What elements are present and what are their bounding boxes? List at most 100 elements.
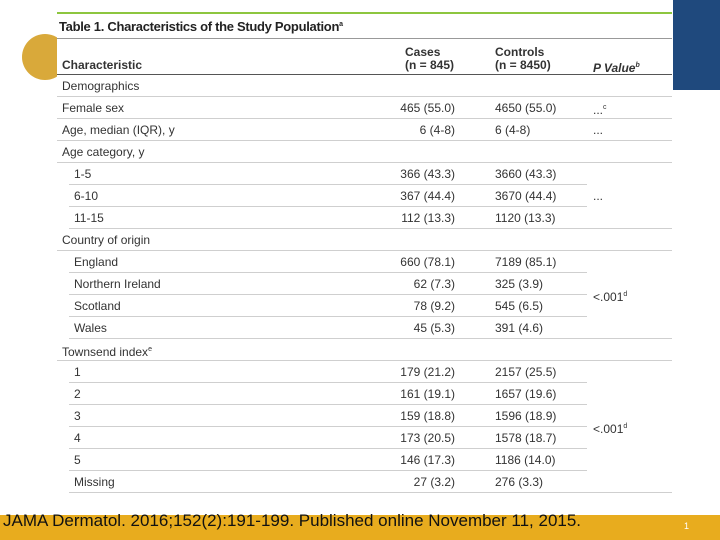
footer-bar — [0, 515, 720, 540]
group-p-value: ... — [593, 185, 603, 207]
row-rule — [69, 228, 672, 229]
controls-value: 1657 (19.6) — [495, 387, 557, 401]
p-note: c — [603, 104, 607, 111]
cases-value: 78 (9.2) — [413, 299, 455, 313]
row-label: 2 — [74, 387, 81, 401]
section-heading: Country of origin — [62, 229, 150, 251]
row-rule — [57, 140, 672, 141]
p-value: ...c — [593, 97, 607, 119]
p-text: ... — [593, 189, 604, 203]
cases-value: 27 (3.2) — [413, 475, 455, 489]
column-header: Cases (n = 845) — [405, 46, 454, 72]
cases-value: 45 (5.3) — [413, 321, 455, 335]
column-label: Characteristic — [62, 58, 143, 72]
p-value: ... — [593, 119, 603, 141]
column-note: b — [635, 62, 640, 69]
controls-value: 3670 (44.4) — [495, 189, 557, 203]
row-rule — [69, 184, 587, 185]
controls-value: 391 (4.6) — [495, 321, 544, 335]
p-text: <.001 — [593, 422, 624, 436]
page-number: 1 — [684, 521, 690, 531]
row-label: England — [74, 255, 119, 269]
column-header: Characteristic — [62, 59, 142, 72]
row-rule — [69, 426, 587, 427]
row-rule — [69, 338, 672, 339]
section-heading: Townsend indexe — [62, 339, 152, 361]
p-text: <.001 — [593, 290, 624, 304]
controls-value: 6 (4-8) — [495, 123, 531, 137]
row-rule — [57, 360, 672, 361]
row-rule — [69, 404, 587, 405]
p-note: d — [623, 423, 628, 430]
header-rule — [57, 74, 672, 75]
row-label: 4 — [74, 431, 81, 445]
controls-value: 276 (3.3) — [495, 475, 544, 489]
column-sub: (n = 845) — [405, 58, 455, 72]
row-rule — [69, 382, 587, 383]
row-label: 1-5 — [74, 167, 92, 181]
row-rule — [69, 492, 672, 493]
row-rule — [57, 250, 672, 251]
column-sub: (n = 8450) — [495, 58, 551, 72]
cases-value: 62 (7.3) — [413, 277, 455, 291]
top-rule — [57, 12, 672, 14]
row-rule — [69, 294, 587, 295]
controls-value: 1120 (13.3) — [495, 211, 556, 225]
row-label: 1 — [74, 365, 81, 379]
row-rule — [69, 206, 587, 207]
controls-value: 4650 (55.0) — [495, 101, 557, 115]
row-rule — [57, 96, 672, 97]
controls-value: 325 (3.9) — [495, 277, 544, 291]
row-rule — [57, 162, 672, 163]
cases-value: 173 (20.5) — [400, 431, 455, 445]
table-title: Table 1. Characteristics of the Study Po… — [59, 19, 343, 34]
row-label: 11-15 — [74, 211, 104, 225]
row-label: Scotland — [74, 299, 121, 313]
p-note: d — [623, 291, 628, 298]
cases-value: 146 (17.3) — [400, 453, 455, 467]
controls-value: 1596 (18.9) — [495, 409, 557, 423]
cases-value: 465 (55.0) — [400, 101, 455, 115]
row-rule — [69, 316, 587, 317]
group-p-value: <.001d — [593, 284, 627, 306]
title-note: a — [339, 21, 343, 28]
heading-text: Age category, y — [62, 145, 145, 159]
column-label: Controls — [495, 45, 545, 59]
blue-block — [673, 0, 720, 90]
row-label: Wales — [74, 321, 107, 335]
controls-value: 2157 (25.5) — [495, 365, 557, 379]
row-rule — [69, 470, 587, 471]
cases-value: 179 (21.2) — [400, 365, 455, 379]
column-label: Cases — [405, 45, 441, 59]
column-header: Controls (n = 8450) — [495, 46, 551, 72]
heading-note: e — [148, 346, 152, 353]
cases-value: 112 (13.3) — [401, 211, 455, 225]
table: Table 1. Characteristics of the Study Po… — [57, 10, 672, 497]
row-label: 3 — [74, 409, 81, 423]
p-text: ... — [593, 123, 604, 137]
controls-value: 3660 (43.3) — [495, 167, 557, 181]
cases-value: 660 (78.1) — [400, 255, 455, 269]
controls-value: 1578 (18.7) — [495, 431, 557, 445]
row-label: Age, median (IQR), y — [62, 123, 175, 137]
controls-value: 7189 (85.1) — [495, 255, 557, 269]
section-heading: Age category, y — [62, 141, 145, 163]
cases-value: 159 (18.8) — [400, 409, 455, 423]
row-rule — [57, 118, 672, 119]
row-rule — [69, 448, 587, 449]
column-header: P Valueb — [593, 59, 640, 75]
controls-value: 1186 (14.0) — [495, 453, 556, 467]
group-p-value: <.001d — [593, 416, 627, 438]
section-heading: Demographics — [62, 75, 139, 97]
cases-value: 6 (4-8) — [419, 123, 455, 137]
column-label: P Value — [593, 61, 636, 75]
title-text: Table 1. Characteristics of the Study Po… — [59, 19, 340, 34]
row-label: Missing — [74, 475, 115, 489]
row-rule — [69, 272, 587, 273]
row-label: Northern Ireland — [74, 277, 161, 291]
controls-value: 545 (6.5) — [495, 299, 544, 313]
row-label: 5 — [74, 453, 81, 467]
heading-text: Townsend index — [62, 345, 149, 359]
cases-value: 366 (43.3) — [400, 167, 455, 181]
cases-value: 367 (44.4) — [400, 189, 455, 203]
